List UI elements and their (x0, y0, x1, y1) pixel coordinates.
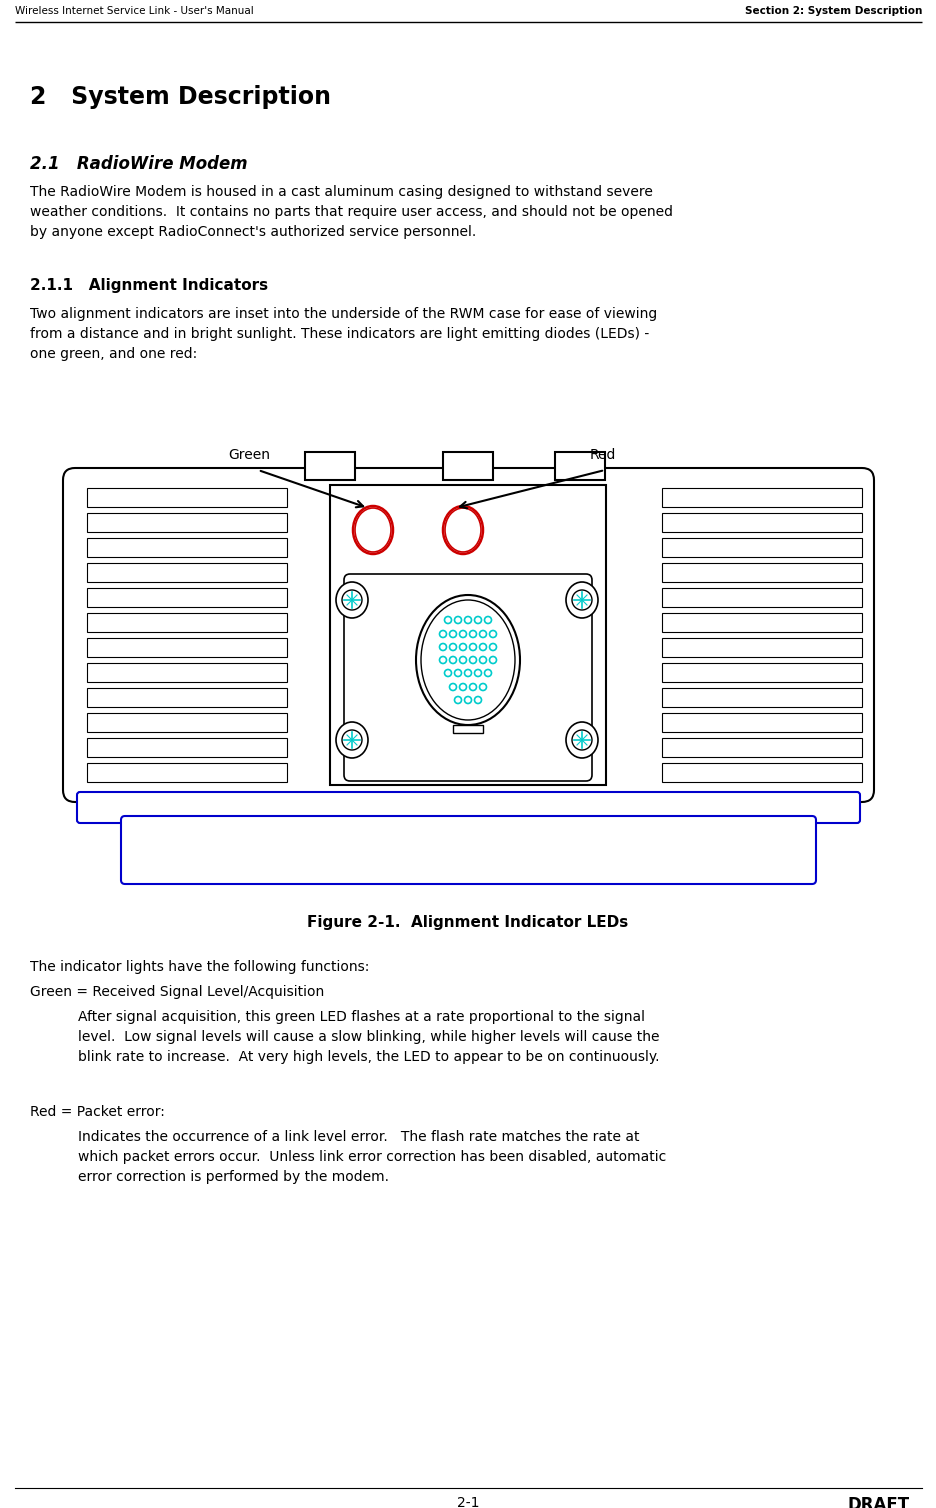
Bar (87, 562, 286, 582)
Bar (662, 688, 861, 707)
FancyBboxPatch shape (77, 792, 859, 823)
Text: Two alignment indicators are inset into the underside of the RWM case for ease o: Two alignment indicators are inset into … (30, 308, 656, 360)
Text: Red = Packet error:: Red = Packet error: (30, 1105, 165, 1119)
Bar (662, 638, 861, 657)
Bar (87, 713, 286, 731)
FancyBboxPatch shape (63, 467, 873, 802)
Text: DRAFT: DRAFT (847, 1496, 909, 1508)
Circle shape (474, 670, 481, 677)
Ellipse shape (565, 582, 597, 618)
Bar (87, 763, 286, 783)
Circle shape (479, 683, 486, 691)
Text: Indicates the occurrence of a link level error.   The flash rate matches the rat: Indicates the occurrence of a link level… (78, 1129, 665, 1184)
Bar (87, 513, 286, 532)
FancyBboxPatch shape (121, 816, 815, 884)
Circle shape (479, 644, 486, 650)
Circle shape (484, 670, 491, 677)
Bar (662, 538, 861, 556)
Bar (452, 725, 482, 733)
Bar (662, 513, 861, 532)
Ellipse shape (565, 722, 597, 759)
Circle shape (444, 617, 451, 623)
Circle shape (489, 630, 496, 638)
Circle shape (444, 670, 451, 677)
Bar (87, 538, 286, 556)
Bar (662, 588, 861, 608)
Text: Green = Received Signal Level/Acquisition: Green = Received Signal Level/Acquisitio… (30, 985, 324, 998)
Text: 2   System Description: 2 System Description (30, 84, 330, 109)
Ellipse shape (420, 600, 515, 719)
Circle shape (459, 630, 466, 638)
Circle shape (469, 630, 476, 638)
Circle shape (454, 617, 461, 623)
Circle shape (464, 617, 471, 623)
Bar (443, 452, 492, 480)
Bar (87, 489, 286, 507)
Circle shape (449, 644, 456, 650)
Bar (662, 737, 861, 757)
Text: Figure 2-1.  Alignment Indicator LEDs: Figure 2-1. Alignment Indicator LEDs (307, 915, 628, 930)
Text: The indicator lights have the following functions:: The indicator lights have the following … (30, 961, 369, 974)
Circle shape (489, 656, 496, 664)
Ellipse shape (336, 722, 368, 759)
Ellipse shape (353, 507, 392, 553)
Bar (87, 638, 286, 657)
Ellipse shape (336, 582, 368, 618)
Circle shape (439, 656, 446, 664)
Circle shape (459, 644, 466, 650)
Circle shape (464, 670, 471, 677)
Circle shape (571, 590, 592, 611)
Text: 2.1.1   Alignment Indicators: 2.1.1 Alignment Indicators (30, 277, 268, 293)
Ellipse shape (443, 507, 482, 553)
Bar (87, 612, 286, 632)
Bar (662, 489, 861, 507)
Text: Red: Red (590, 448, 616, 461)
Circle shape (469, 683, 476, 691)
Bar (554, 452, 605, 480)
Circle shape (571, 730, 592, 749)
Text: Section 2: System Description: Section 2: System Description (744, 6, 921, 17)
FancyBboxPatch shape (344, 575, 592, 781)
Circle shape (459, 683, 466, 691)
Circle shape (449, 683, 456, 691)
Circle shape (464, 697, 471, 704)
Circle shape (449, 656, 456, 664)
Circle shape (474, 697, 481, 704)
Bar (662, 612, 861, 632)
Circle shape (479, 630, 486, 638)
Circle shape (342, 730, 361, 749)
Ellipse shape (416, 596, 519, 725)
Bar (662, 763, 861, 783)
Bar (662, 713, 861, 731)
Circle shape (449, 630, 456, 638)
Bar (87, 588, 286, 608)
Circle shape (439, 630, 446, 638)
Circle shape (459, 656, 466, 664)
Text: Wireless Internet Service Link - User's Manual: Wireless Internet Service Link - User's … (15, 6, 254, 17)
Ellipse shape (355, 508, 390, 552)
Text: 2-1: 2-1 (456, 1496, 478, 1508)
Bar (662, 562, 861, 582)
Text: Green: Green (227, 448, 270, 461)
Bar (87, 664, 286, 682)
Bar (329, 486, 606, 786)
Circle shape (439, 644, 446, 650)
Circle shape (454, 697, 461, 704)
Circle shape (489, 644, 496, 650)
Ellipse shape (445, 508, 480, 552)
Bar (87, 737, 286, 757)
Text: After signal acquisition, this green LED flashes at a rate proportional to the s: After signal acquisition, this green LED… (78, 1010, 659, 1065)
Circle shape (469, 656, 476, 664)
Circle shape (474, 617, 481, 623)
Circle shape (479, 656, 486, 664)
Circle shape (342, 590, 361, 611)
Text: 2.1   RadioWire Modem: 2.1 RadioWire Modem (30, 155, 247, 173)
Bar (87, 688, 286, 707)
Bar (662, 664, 861, 682)
Text: The RadioWire Modem is housed in a cast aluminum casing designed to withstand se: The RadioWire Modem is housed in a cast … (30, 185, 672, 240)
Circle shape (454, 670, 461, 677)
Bar (305, 452, 355, 480)
Circle shape (484, 617, 491, 623)
Circle shape (469, 644, 476, 650)
